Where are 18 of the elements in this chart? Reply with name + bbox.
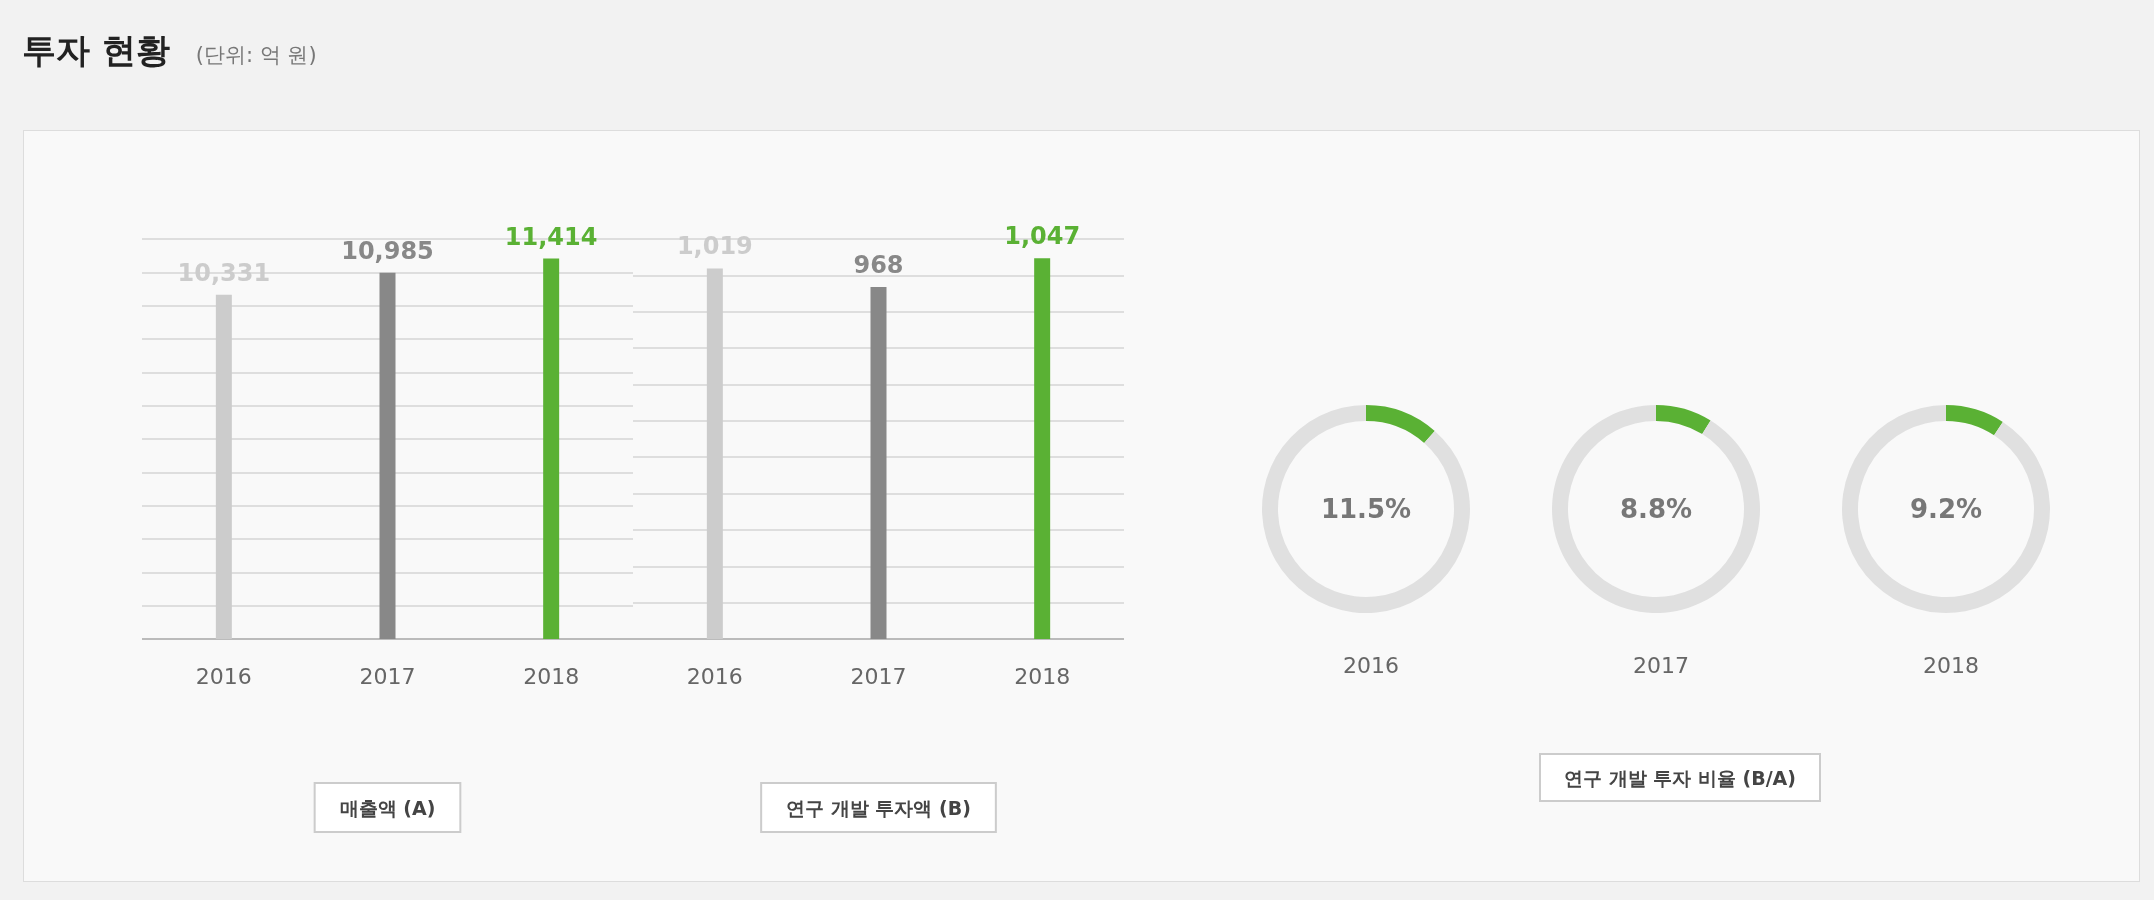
x-axis-title: 매출액 (A): [339, 796, 436, 819]
data-label: 8.8%: [1619, 494, 1693, 524]
data-label: 9.2%: [1909, 494, 1983, 524]
x-tick-label: 2017: [850, 663, 907, 689]
x-tick-label: 2018: [523, 663, 580, 689]
x-tick-label: 2017: [359, 663, 416, 689]
data-label: 11,414: [504, 222, 598, 251]
x-tick-label: 2016: [686, 663, 743, 689]
chart-title: 투자 현황: [22, 29, 170, 72]
data-label: 11.5%: [1320, 494, 1412, 524]
x-tick-label: 2018: [1014, 663, 1071, 689]
text: 연구 개발 투자 비율 (B/A): [1564, 766, 1796, 789]
x-axis-title: 연구 개발 투자액 (B): [786, 796, 971, 819]
x-tick-label: 2016: [195, 663, 252, 689]
data-label: 10,985: [341, 236, 434, 265]
chart-subtitle: (단위: 억 원): [195, 42, 317, 69]
data-label: 968: [853, 251, 904, 279]
data-label: 1,047: [1004, 222, 1081, 251]
